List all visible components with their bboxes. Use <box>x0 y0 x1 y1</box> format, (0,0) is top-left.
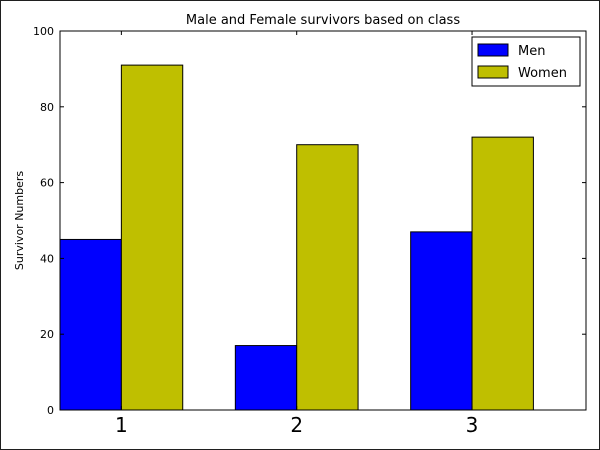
bar-women-class-1 <box>120 64 184 411</box>
plot-area-frame <box>59 30 587 411</box>
bar-women-class-3 <box>471 136 534 411</box>
legend-swatch-men <box>477 43 509 57</box>
y-tick-label: 60 <box>40 177 54 190</box>
x-tick-label: 2 <box>290 413 303 437</box>
y-tick-label: 0 <box>47 404 54 417</box>
y-tick-label: 100 <box>33 25 54 38</box>
x-tick-label: 1 <box>115 413 128 437</box>
bar-men-class-3 <box>410 231 473 411</box>
legend-label-men: Men <box>518 44 545 59</box>
chart-title: Male and Female survivors based on class <box>186 13 460 28</box>
y-tick-label: 20 <box>40 328 54 341</box>
x-tick-label: 3 <box>466 413 479 437</box>
legend-swatch-women <box>477 65 509 79</box>
y-tick-label: 80 <box>40 101 54 114</box>
bar-women-class-2 <box>296 144 359 411</box>
y-axis-label: Survivor Numbers <box>13 171 26 270</box>
bar-men-class-2 <box>234 345 298 411</box>
y-tick-label: 40 <box>40 252 54 265</box>
legend: Men Women <box>471 36 581 87</box>
legend-label-women: Women <box>518 66 567 81</box>
bar-men-class-1 <box>59 238 122 411</box>
